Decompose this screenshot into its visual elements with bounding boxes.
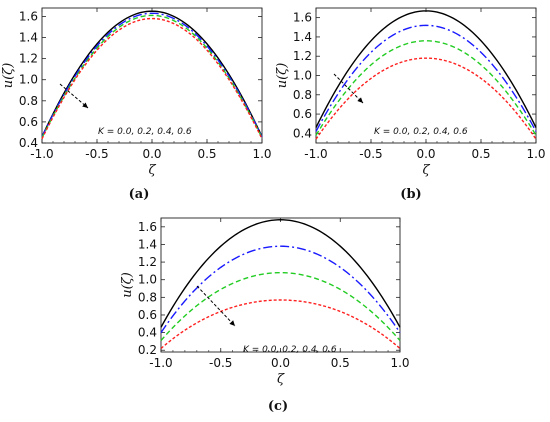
y-tick-label: 0.6 [138,308,157,322]
y-tick-label: 0.6 [293,107,312,121]
x-axis-label: ζ [148,163,156,178]
trend-arrow [333,73,364,104]
plot-frame [315,7,537,144]
x-tick-label: 0.5 [471,147,490,161]
series-line-1 [41,10,263,137]
y-tick-label: 1.2 [19,52,38,66]
x-tick-label: -0.5 [359,147,382,161]
series-line-3 [315,40,537,136]
series-line-1 [160,219,401,328]
trend-arrow [196,285,236,327]
y-tick-label: 0.4 [293,126,312,140]
parameter-annotation: K = 0.0, 0.2, 0.4, 0.6 [374,127,468,137]
series-line-4 [315,57,537,140]
x-tick-label: -1.0 [149,356,172,370]
panel-label: (b) [400,187,421,202]
y-tick-label: 1.0 [138,273,157,287]
trend-arrow-head [229,320,235,326]
series-line-4 [41,17,263,140]
trend-arrow-head [357,97,363,103]
y-tick-label: 1.0 [293,69,312,83]
panel-label: (a) [129,187,150,202]
y-axis-label: u(ζ) [120,272,135,298]
x-tick-label: 0.5 [197,147,216,161]
series-line-3 [160,271,401,342]
chart-panel-1: -1.0 -0.5 0.0 0.5 1.0 0.4 0.6 0.8 1.0 1.2 1.4 1.6 K … [1,7,272,202]
x-tick-label: -0.5 [85,147,108,161]
panel-label: (c) [268,399,288,414]
x-tick-label: -1.0 [30,147,53,161]
y-tick-label: 1.2 [138,255,157,269]
parameter-annotation: K = 0.0, 0.2, 0.4, 0.6 [98,127,192,137]
series-line-2 [160,245,401,334]
x-tick-label: 1.0 [526,147,545,161]
y-tick-label: 1.6 [293,11,312,25]
x-tick-label: 1.0 [390,356,409,370]
y-tick-label: 1.4 [138,237,157,251]
x-axis-label: ζ [422,163,430,178]
x-tick-label: -1.0 [304,147,327,161]
x-tick-label: 1.0 [252,147,271,161]
y-tick-label: 0.8 [293,88,312,102]
y-axis-label: u(ζ) [275,63,290,89]
x-tick-label: 0.0 [142,147,161,161]
y-tick-label: 0.8 [138,290,157,304]
y-tick-label: 1.4 [293,30,312,44]
y-tick-label: 1.6 [138,220,157,234]
y-tick-label: 1.4 [19,31,38,45]
x-tick-label: 0.5 [331,356,350,370]
y-tick-label: 1.2 [293,49,312,63]
y-tick-label: 0.6 [19,115,38,129]
series-line-3 [41,14,263,139]
series-line-2 [315,24,537,132]
y-tick-label: 1.0 [19,73,38,87]
series-line-4 [160,299,401,350]
x-axis-label: ζ [277,372,285,387]
trend-arrow [59,83,89,109]
chart-panel-2: -1.0 -0.5 0.0 0.5 1.0 0.4 0.6 0.8 1.0 1.2 1.4 1.6 K … [275,7,546,202]
x-tick-label: 0.0 [271,356,290,370]
chart-panel-3: -1.0 -0.5 0.0 0.5 1.0 0.2 0.4 0.6 0.8 1.0 1.2 1.4 1.… [120,217,410,414]
y-tick-label: 1.6 [19,9,38,23]
y-tick-label: 0.2 [138,343,157,357]
y-tick-label: 0.4 [138,326,157,340]
x-tick-label: -0.5 [209,356,232,370]
series-line-2 [41,12,263,137]
trend-arrow-head [82,102,88,108]
x-tick-label: 0.0 [416,147,435,161]
series-line-1 [315,10,537,128]
y-tick-label: 0.4 [19,136,38,150]
y-tick-label: 0.8 [19,94,38,108]
plot-frame [160,217,401,353]
y-axis-label: u(ζ) [1,63,16,89]
parameter-annotation: K = 0.0, 0.2, 0.4, 0.6 [243,345,337,355]
